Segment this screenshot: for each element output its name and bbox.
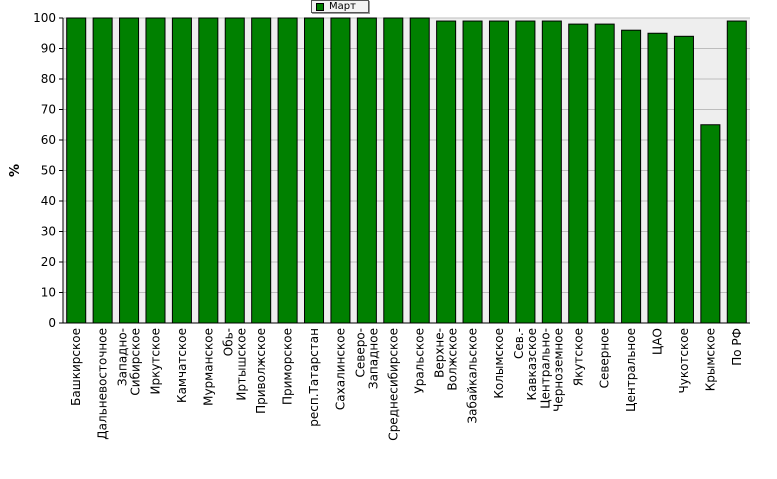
x-category-label: Северо-Западное: [353, 328, 380, 389]
bar: [541, 20, 562, 324]
x-category-label: Среднесибирское: [386, 328, 400, 441]
bar: [119, 17, 140, 324]
bar: [436, 20, 457, 324]
y-tick-label: 20: [41, 255, 56, 269]
bar: [383, 17, 404, 324]
bar: [224, 17, 245, 324]
x-category-label: Башкирское: [69, 328, 83, 406]
x-category-label: Центральное: [624, 328, 638, 412]
x-category-label: Крымское: [703, 328, 717, 391]
bar: [647, 32, 668, 324]
bar: [673, 35, 694, 324]
x-category-label: респ.Татарстан: [307, 328, 321, 427]
x-category-label: По РФ: [730, 328, 744, 366]
x-category-label: Уральское: [413, 328, 427, 394]
x-category-label: Якутское: [571, 328, 585, 386]
x-category-label: Западно-Сибирское: [116, 328, 143, 396]
x-category-label: Сахалинское: [333, 328, 347, 410]
bar: [277, 17, 298, 324]
x-axis-labels: Башкирское Дальневосточное Западно-Сибирск…: [69, 328, 744, 441]
legend-label: Март: [329, 1, 356, 12]
bar: [330, 17, 351, 324]
x-category-label: Камчатское: [175, 328, 189, 403]
bar: [515, 20, 536, 324]
y-axis-ticks: 0 10 20 30 40 50 60 70 80 90 100: [33, 11, 63, 330]
legend-swatch: [316, 2, 324, 11]
bar: [66, 17, 87, 324]
y-tick-label: 70: [41, 103, 56, 117]
legend: Март: [311, 0, 369, 13]
x-category-label: Обь-Иртышское: [221, 328, 248, 401]
x-category-label: ЦАО: [651, 328, 665, 355]
bar: [409, 17, 430, 324]
y-tick-label: 10: [41, 286, 56, 300]
y-tick-label: 0: [48, 316, 56, 330]
y-tick-label: 40: [41, 194, 56, 208]
bar: [488, 20, 509, 324]
x-category-label: Сев.-Кавказское: [512, 328, 539, 401]
bar: [462, 20, 483, 324]
x-category-label: Верхне-Волжское: [433, 328, 460, 391]
bar: [92, 17, 113, 324]
x-category-label: Забайкальское: [466, 328, 480, 424]
x-category-label: Центрально-Черноземное: [538, 328, 565, 412]
x-category-label: Чукотское: [677, 328, 691, 393]
x-category-label: Северное: [598, 328, 612, 388]
x-category-label: Приволжское: [254, 328, 268, 414]
y-tick-label: 90: [41, 42, 56, 56]
bar: [700, 124, 721, 324]
y-tick-label: 80: [41, 72, 56, 86]
bar: [198, 17, 219, 324]
y-tick-label: 50: [41, 164, 56, 178]
bar: [171, 17, 192, 324]
x-category-label: Дальневосточное: [96, 328, 110, 440]
bar: [304, 17, 325, 324]
x-category-label: Приморское: [281, 328, 295, 405]
bar: [726, 20, 747, 324]
y-tick-label: 60: [41, 133, 56, 147]
y-tick-label: 30: [41, 225, 56, 239]
bar: [356, 17, 377, 324]
bar: [621, 29, 642, 324]
x-category-label: Иркутское: [148, 328, 162, 395]
x-category-label: Колымское: [492, 328, 506, 399]
bar: [594, 23, 615, 324]
bars: [66, 17, 747, 324]
bar: [145, 17, 166, 324]
y-axis-title: %: [8, 164, 23, 177]
bar: [568, 23, 589, 324]
x-category-label: Мурманское: [201, 328, 215, 406]
y-tick-label: 100: [33, 11, 56, 25]
bar: [251, 17, 272, 324]
